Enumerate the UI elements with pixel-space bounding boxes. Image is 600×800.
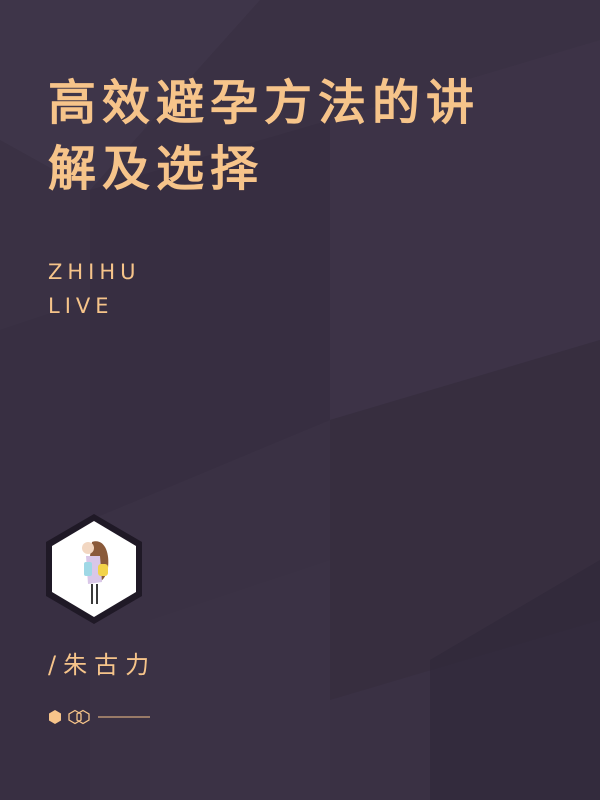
outline-hexagon-icon [68,709,82,725]
author-avatar [46,514,142,624]
title-line-2: 解及选择 [48,141,265,197]
brand-line-1: ZHIHU [48,260,141,284]
outline-hexagon-icon [76,709,90,725]
filled-hexagon-icon [49,710,61,724]
cover-title: 高效避孕方法的讲 解及选择 [48,70,568,202]
girl-illustration-icon [82,541,109,604]
footer-decoration [49,709,150,725]
brand-label: ZHIHU LIVE [48,255,141,323]
title-line-1: 高效避孕方法的讲 [48,75,481,131]
author-name: /朱古力 [48,651,157,679]
brand-line-2: LIVE [48,294,114,318]
